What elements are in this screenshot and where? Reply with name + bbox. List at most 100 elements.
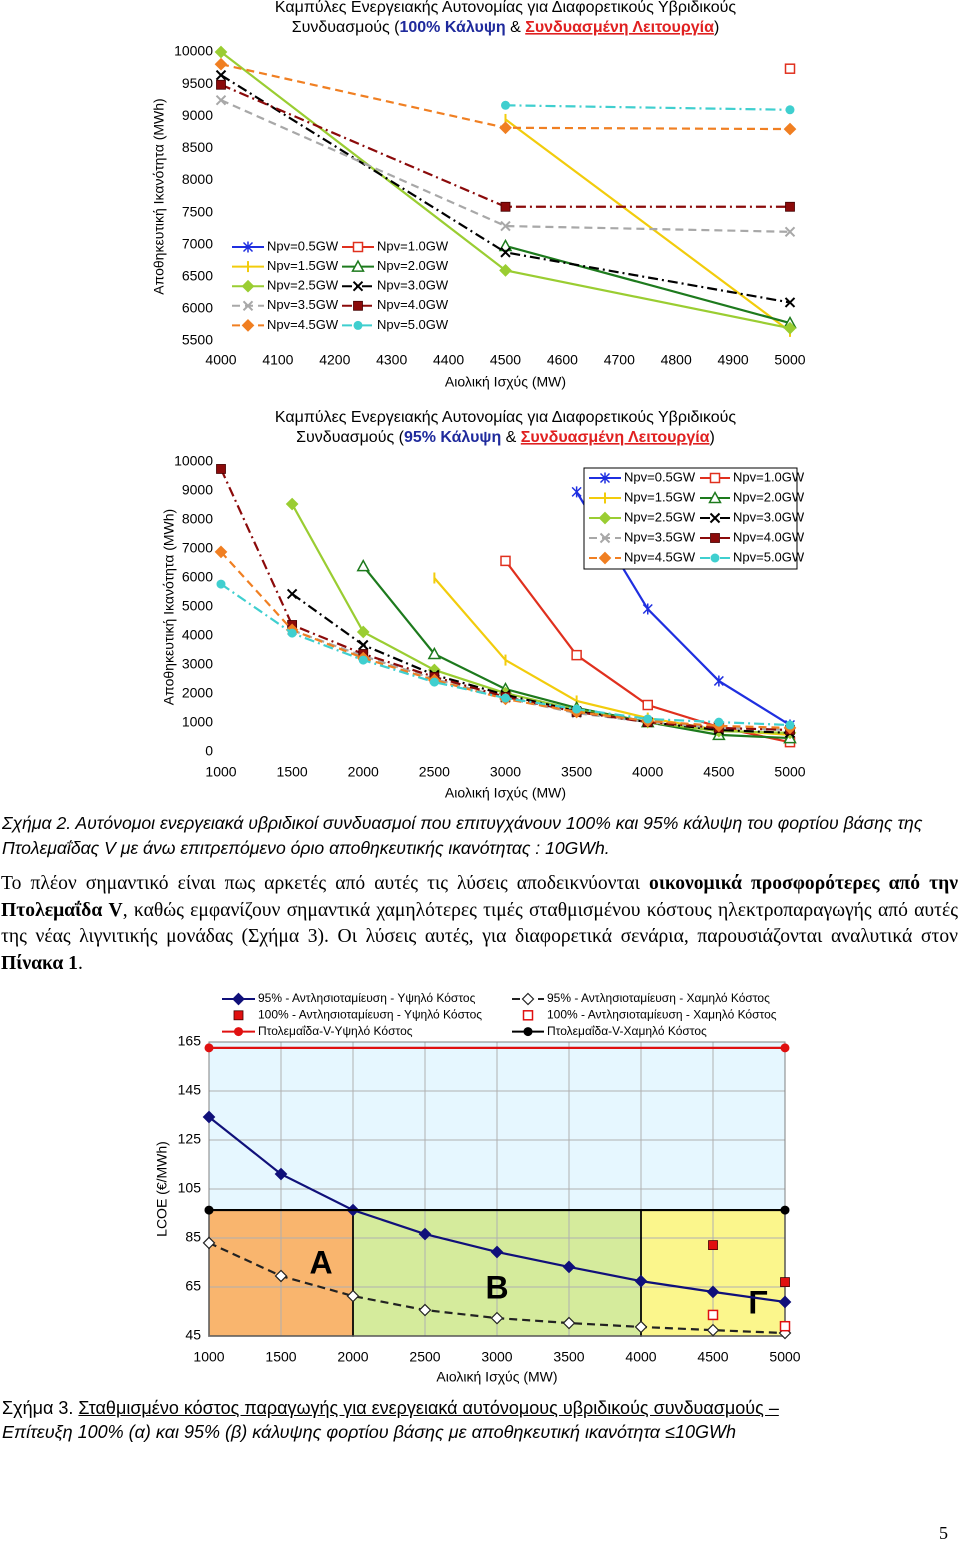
y-tick-label: 2000 — [182, 685, 213, 701]
legend-label: Npv=1.5GW — [267, 258, 339, 273]
y-tick-label: 5000 — [182, 598, 213, 614]
legend-marker — [233, 1010, 244, 1021]
page-number: 5 — [939, 1523, 948, 1543]
text: Το πλέον σημαντικό είναι πως αρκετές από… — [1, 873, 650, 894]
legend-marker — [353, 320, 363, 330]
x-tick-label: 5000 — [774, 764, 805, 780]
x-tick-label: 4700 — [604, 352, 635, 368]
marker — [780, 1043, 790, 1053]
subtitle-part: Συνδυασμένη Λειτουργία — [521, 429, 710, 446]
marker — [500, 247, 511, 258]
legend-marker — [599, 532, 611, 544]
legend-marker — [352, 280, 364, 292]
marker — [215, 94, 227, 106]
marker — [706, 1323, 720, 1337]
marker — [418, 1227, 432, 1241]
legend-label: Npv=5.0GW — [733, 549, 805, 564]
y-tick-label: 125 — [178, 1131, 202, 1147]
marker — [216, 464, 226, 474]
marker — [216, 579, 226, 589]
marker — [562, 1316, 576, 1330]
legend-marker — [241, 319, 255, 332]
region-label: Γ — [748, 1285, 767, 1321]
marker — [783, 122, 797, 136]
x-tick-label: 2000 — [337, 1349, 368, 1365]
marker — [498, 238, 513, 252]
marker — [274, 1167, 288, 1181]
marker — [778, 1295, 792, 1309]
legend-marker — [521, 992, 535, 1006]
marker — [707, 1309, 719, 1321]
subtitle-part: & — [506, 19, 526, 36]
legend-label: Npv=4.5GW — [624, 549, 696, 564]
x-tick-label: 5000 — [774, 352, 805, 368]
subtitle-part: ) — [710, 429, 715, 446]
legend-marker — [522, 1010, 534, 1021]
x-tick-label: 4200 — [319, 352, 350, 368]
y-tick-label: 6000 — [182, 569, 213, 585]
x-tick-label: 2500 — [409, 1349, 440, 1365]
marker — [204, 1205, 214, 1215]
y-tick-label: 4000 — [182, 627, 213, 643]
y-tick-label: 10000 — [174, 43, 213, 59]
legend-marker — [599, 472, 611, 484]
y-tick-label: 0 — [205, 743, 213, 759]
marker — [784, 63, 796, 74]
chart-title: Καμπύλες Ενεργειακής Αυτονομίας για Διαφ… — [275, 409, 737, 426]
x-tick-label: 1000 — [193, 1349, 224, 1365]
legend-label: Npv=3.5GW — [267, 297, 339, 312]
y-tick-label: 105 — [178, 1180, 202, 1196]
x-tick-label: 4100 — [262, 352, 293, 368]
legend-marker — [598, 511, 612, 525]
series-line — [220, 99, 791, 233]
marker — [274, 1269, 288, 1283]
marker — [785, 201, 795, 212]
y-tick-label: 10000 — [174, 453, 213, 469]
y-tick-label: 8000 — [182, 171, 213, 187]
legend-label: 95% - Αντλησιοταμίευση - Υψηλό Κόστος — [258, 991, 476, 1005]
x-tick-label: 1000 — [205, 764, 236, 780]
marker — [562, 1260, 576, 1274]
marker — [784, 297, 796, 308]
legend-label: Npv=0.5GW — [624, 469, 696, 484]
marker — [490, 1245, 504, 1259]
marker — [204, 1043, 214, 1053]
marker — [779, 1320, 791, 1332]
chart-subtitle: Συνδυασμούς (95% Κάλυψη & Συνδυασμένη Λε… — [296, 429, 715, 446]
marker — [499, 264, 512, 277]
marker — [642, 699, 653, 711]
legend-label: Πτολεμαΐδα-V-Χαμηλό Κόστος — [547, 1024, 707, 1038]
marker — [501, 100, 510, 110]
marker — [713, 675, 724, 687]
bold-text: οικονομικά προσφορότερες από την Πτολεμα… — [1, 873, 959, 921]
y-tick-label: 45 — [185, 1327, 201, 1343]
series-line — [219, 468, 791, 732]
x-tick-label: 3000 — [490, 764, 521, 780]
legend-label: Npv=1.0GW — [733, 469, 805, 484]
y-tick-label: 145 — [178, 1082, 202, 1098]
marker — [780, 1277, 790, 1287]
y-tick-label: 9000 — [182, 107, 213, 123]
legend-label: 100% - Αντλησιοταμίευση - Υψηλό Κόστος — [258, 1007, 482, 1021]
marker — [785, 105, 795, 115]
legend-marker — [353, 300, 363, 311]
marker — [215, 69, 227, 81]
x-tick-label: 4500 — [697, 1349, 728, 1365]
marker — [499, 121, 512, 135]
paragraph: Το πλέον σημαντικό είναι πως αρκετές από… — [1, 871, 958, 977]
legend-label: 95% - Αντλησιοταμίευση - Χαμηλό Κόστος — [547, 991, 770, 1005]
marker — [202, 1236, 216, 1250]
y-tick-label: 9500 — [182, 75, 213, 91]
legend-marker — [708, 490, 722, 504]
legend-label: Πτολεμαΐδα-V-Υψηλό Κόστος — [258, 1024, 413, 1038]
legend-label: Npv=3.5GW — [624, 529, 696, 544]
x-tick-label: 4000 — [625, 1349, 656, 1365]
x-tick-label: 4500 — [703, 764, 734, 780]
x-tick-label: 1500 — [277, 764, 308, 780]
legend-marker — [710, 553, 720, 563]
y-tick-label: 8500 — [182, 139, 213, 155]
legend-marker — [709, 472, 721, 484]
text: . — [77, 952, 83, 974]
x-tick-label: 4500 — [490, 352, 521, 368]
x-tick-label: 4400 — [433, 352, 464, 368]
